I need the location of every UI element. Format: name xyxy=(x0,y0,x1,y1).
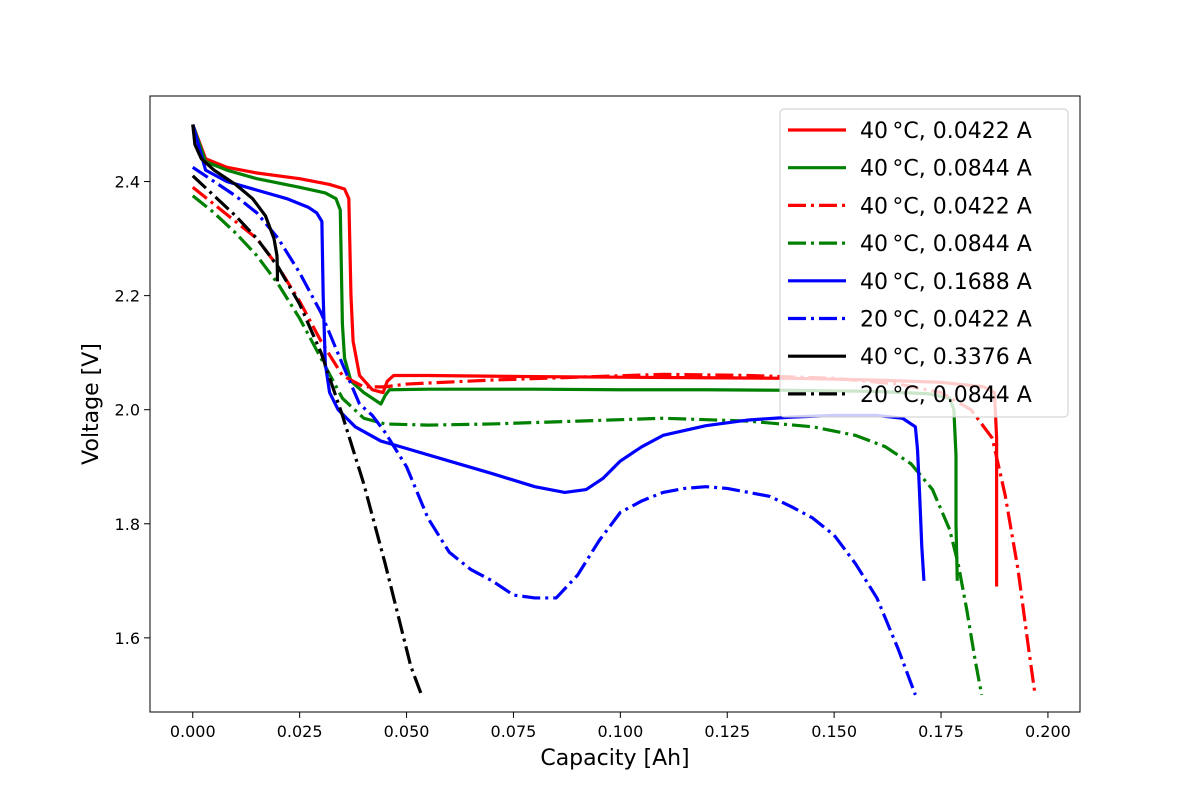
y-tick-label: 2.2 xyxy=(115,287,140,306)
y-tick-label: 1.6 xyxy=(115,629,140,648)
legend-label-8: 20 °C, 0.0844 A xyxy=(860,383,1032,408)
legend-label-3: 40 °C, 0.0422 A xyxy=(860,194,1032,219)
y-tick-label: 2.0 xyxy=(115,401,140,420)
legend-frame xyxy=(779,108,1069,418)
y-axis-ticks: 1.6 1.8 2.0 2.2 2.4 xyxy=(115,173,150,648)
y-tick-label: 1.8 xyxy=(115,515,140,534)
x-axis-label: Capacity [Ah] xyxy=(540,746,689,771)
x-tick-label: 0.200 xyxy=(1025,722,1071,741)
x-tick-label: 0.150 xyxy=(811,722,857,741)
x-tick-label: 0.025 xyxy=(277,722,323,741)
legend-label-1: 40 °C, 0.0422 A xyxy=(860,119,1032,144)
series-line-8 xyxy=(191,174,424,696)
series-line-7 xyxy=(191,124,280,282)
x-tick-label: 0.175 xyxy=(918,722,964,741)
x-tick-label: 0.075 xyxy=(491,722,537,741)
legend-label-2: 40 °C, 0.0844 A xyxy=(860,157,1032,182)
series-line-4 xyxy=(191,194,984,696)
x-axis-ticks: 0.000 0.025 0.050 0.075 0.100 0.125 0.150 0.175… xyxy=(170,712,1071,741)
legend-label-5: 40 °C, 0.1688 A xyxy=(860,270,1032,295)
x-tick-label: 0.000 xyxy=(170,722,216,741)
axes-frame xyxy=(149,95,1081,713)
series-line-6 xyxy=(191,165,917,696)
x-tick-label: 0.100 xyxy=(597,722,643,741)
x-tick-label: 0.125 xyxy=(704,722,750,741)
legend-label-4: 40 °C, 0.0844 A xyxy=(860,232,1032,257)
y-axis-label: Voltage [V] xyxy=(79,343,104,465)
y-tick-label: 2.4 xyxy=(115,173,140,192)
series-line-3 xyxy=(191,186,1037,696)
legend: 40 °C, 0.0422 A 40 °C, 0.0844 A 40 °C, 0.0… xyxy=(779,108,1069,418)
legend-label-7: 40 °C, 0.3376 A xyxy=(860,345,1032,370)
legend-label-6: 20 °C, 0.0422 A xyxy=(860,308,1032,333)
x-tick-label: 0.050 xyxy=(384,722,430,741)
